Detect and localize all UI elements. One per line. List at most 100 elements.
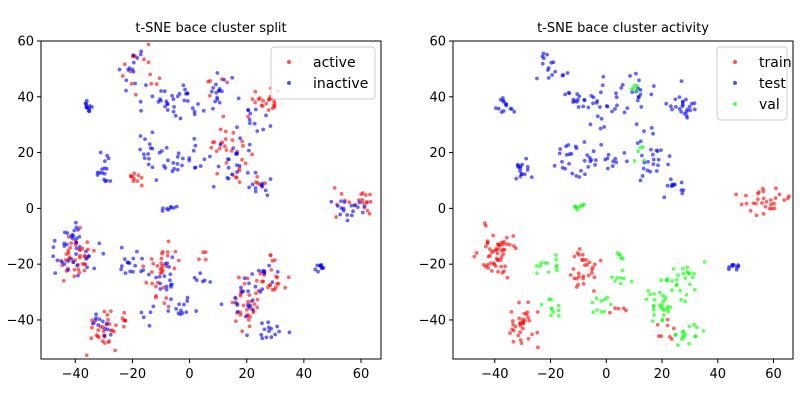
- point-test: [656, 163, 660, 168]
- point-train: [497, 243, 502, 247]
- point-inactive: [246, 148, 251, 153]
- point-inactive: [245, 333, 249, 338]
- point-inactive: [184, 310, 189, 315]
- point-active: [267, 283, 272, 288]
- point-val: [556, 303, 561, 308]
- point-inactive: [127, 66, 132, 71]
- point-train: [491, 233, 496, 238]
- point-inactive: [150, 165, 155, 170]
- point-test: [575, 99, 579, 104]
- point-active: [162, 301, 167, 306]
- point-active: [96, 328, 101, 332]
- point-test: [569, 152, 574, 156]
- point-active: [132, 177, 136, 181]
- point-train: [777, 192, 782, 197]
- point-test: [525, 164, 530, 169]
- point-test: [692, 107, 697, 112]
- point-test: [651, 162, 656, 167]
- point-active: [77, 247, 82, 252]
- point-test: [622, 150, 627, 155]
- point-active: [241, 303, 246, 308]
- point-train: [754, 213, 759, 218]
- point-train: [513, 246, 518, 251]
- point-test: [634, 122, 639, 127]
- point-test: [518, 164, 523, 169]
- point-test: [670, 107, 674, 112]
- point-test: [579, 168, 583, 173]
- point-inactive: [135, 56, 140, 60]
- point-inactive: [87, 109, 92, 114]
- point-train: [592, 289, 596, 293]
- point-inactive: [239, 285, 243, 290]
- point-inactive: [148, 310, 153, 315]
- point-inactive: [247, 185, 252, 190]
- point-inactive: [139, 310, 144, 315]
- point-inactive: [345, 213, 350, 217]
- point-active: [84, 353, 89, 358]
- point-val: [670, 288, 674, 293]
- point-active: [223, 137, 228, 141]
- point-active: [230, 138, 235, 142]
- point-test: [594, 100, 599, 105]
- point-val: [665, 278, 670, 283]
- point-val: [678, 288, 683, 293]
- point-active: [102, 309, 107, 314]
- point-inactive: [316, 269, 320, 274]
- point-inactive: [247, 281, 251, 286]
- point-inactive: [174, 204, 179, 209]
- point-inactive: [147, 323, 152, 328]
- point-inactive: [264, 335, 269, 340]
- point-active: [122, 310, 127, 315]
- point-active: [275, 281, 280, 286]
- point-inactive: [172, 104, 176, 109]
- point-inactive: [275, 269, 280, 274]
- point-inactive: [166, 158, 170, 163]
- point-active: [80, 262, 85, 266]
- point-inactive: [75, 263, 80, 268]
- point-val: [660, 318, 664, 323]
- point-active: [367, 211, 372, 216]
- point-val: [648, 292, 653, 297]
- point-val: [595, 308, 599, 312]
- point-inactive: [90, 321, 95, 326]
- point-inactive: [119, 267, 124, 272]
- point-inactive: [151, 304, 156, 309]
- point-active: [224, 160, 229, 165]
- point-test: [615, 103, 619, 108]
- point-train: [761, 211, 766, 216]
- point-test: [535, 76, 539, 81]
- point-train: [521, 317, 525, 322]
- point-inactive: [192, 109, 197, 114]
- point-val: [679, 297, 684, 302]
- point-inactive: [101, 251, 106, 256]
- point-train: [576, 282, 580, 287]
- point-test: [540, 61, 545, 66]
- x-tick-label: −40: [481, 367, 508, 382]
- chart-title: t-SNE bace cluster split: [135, 21, 286, 36]
- point-active: [275, 275, 280, 280]
- point-inactive: [201, 108, 206, 113]
- point-inactive: [102, 333, 107, 338]
- point-active: [173, 249, 178, 254]
- point-test: [688, 108, 693, 113]
- point-inactive: [250, 307, 255, 312]
- point-val: [685, 265, 690, 270]
- point-inactive: [150, 130, 155, 135]
- point-active: [360, 191, 365, 195]
- point-train: [505, 275, 510, 280]
- point-train: [589, 271, 594, 275]
- point-active: [68, 245, 73, 250]
- point-inactive: [242, 276, 247, 281]
- point-inactive: [138, 147, 143, 152]
- point-inactive: [253, 186, 258, 191]
- point-inactive: [102, 177, 107, 182]
- point-train: [502, 239, 506, 244]
- point-test: [638, 139, 643, 144]
- point-inactive: [52, 238, 57, 243]
- point-val: [686, 271, 691, 276]
- point-inactive: [119, 245, 124, 250]
- point-active: [268, 253, 273, 258]
- point-active: [105, 313, 110, 317]
- point-active: [146, 42, 151, 47]
- y-tick-label: 20: [429, 146, 446, 161]
